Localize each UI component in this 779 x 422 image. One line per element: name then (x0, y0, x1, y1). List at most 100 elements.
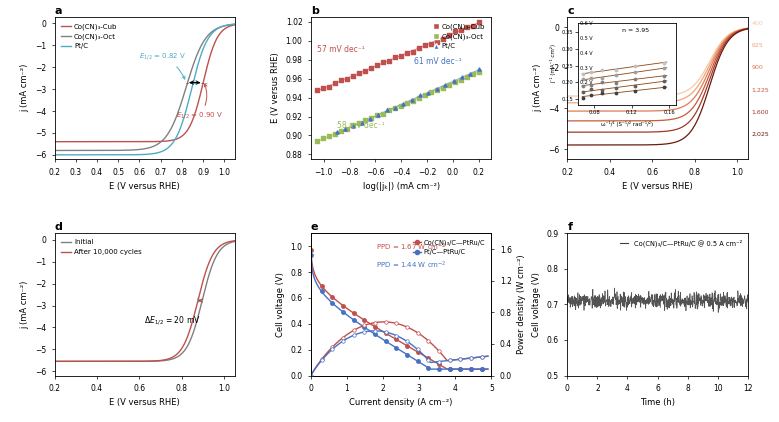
Line: Initial: Initial (55, 241, 235, 361)
Point (460, 73, 473, 80)
Initial (198, 297, 207, 302)
Text: e: e (311, 222, 319, 233)
Point (425, 89, 437, 96)
Text: $E_{1/2}$ = 0.90 V: $E_{1/2}$ = 0.90 V (175, 84, 223, 121)
Point (418, 92, 431, 99)
Point (472, 66, 485, 73)
Point (389, 104, 401, 111)
Text: 58 mV dec⁻¹: 58 mV dec⁻¹ (337, 121, 384, 130)
Point (418, 41, 431, 48)
Point (422, 90, 435, 97)
Legend: Co(CN)₃/C—PtRu/C, Pt/C—PtRu/C: Co(CN)₃/C—PtRu/C, Pt/C—PtRu/C (411, 237, 488, 258)
Point (377, 110, 390, 117)
Point (436, 36, 449, 43)
Text: $E_{1/2}$ = 0.82 V: $E_{1/2}$ = 0.82 V (139, 51, 186, 79)
Point (365, 115, 377, 122)
X-axis label: log(|jₖ|) (mA cm⁻²): log(|jₖ|) (mA cm⁻²) (362, 182, 440, 191)
Point (347, 122, 359, 128)
Point (382, 107, 395, 114)
Y-axis label: Cell voltage (V): Cell voltage (V) (532, 272, 541, 337)
Text: 57 mV dec⁻¹: 57 mV dec⁻¹ (317, 45, 365, 54)
Point (347, 123, 360, 130)
Point (335, 127, 347, 134)
Point (456, 73, 468, 80)
Y-axis label: j (mA cm⁻²): j (mA cm⁻²) (533, 64, 542, 112)
After 10,000 cycles (226, 239, 235, 244)
After 10,000 cycles (231, 238, 240, 243)
Point (467, 71, 479, 78)
Point (460, 24, 473, 30)
Point (377, 59, 390, 66)
Point (364, 115, 376, 122)
Point (436, 84, 449, 91)
Y-axis label: Power density (W cm⁻²): Power density (W cm⁻²) (517, 254, 527, 354)
Initial (136, 359, 146, 364)
Point (382, 58, 395, 65)
Text: 400: 400 (752, 21, 763, 26)
Point (380, 107, 393, 114)
Point (454, 77, 467, 84)
Text: f: f (567, 222, 573, 233)
Text: 1,225: 1,225 (752, 87, 769, 92)
Text: 625: 625 (752, 43, 763, 48)
Point (472, 19, 485, 25)
X-axis label: Current density (A cm⁻²): Current density (A cm⁻²) (350, 398, 453, 408)
Point (449, 28, 461, 35)
Initial (231, 239, 240, 244)
Point (341, 125, 354, 132)
Initial (157, 358, 167, 363)
Point (395, 52, 407, 59)
Point (359, 68, 372, 74)
Y-axis label: Cell voltage (V): Cell voltage (V) (276, 272, 285, 337)
Point (330, 128, 343, 135)
X-axis label: Time (h): Time (h) (640, 398, 675, 408)
Text: PPD = 1.44 W cm$^{-2}$: PPD = 1.44 W cm$^{-2}$ (376, 260, 446, 271)
Point (311, 87, 323, 93)
Text: $\Delta E_{1/2}$ = 20 mV: $\Delta E_{1/2}$ = 20 mV (144, 314, 200, 327)
Point (335, 77, 347, 84)
Point (323, 84, 336, 90)
Y-axis label: E (V versus RHE): E (V versus RHE) (271, 53, 280, 123)
Y-axis label: j (mA cm⁻²): j (mA cm⁻²) (20, 64, 30, 112)
Point (431, 39, 443, 46)
Point (425, 41, 437, 47)
Point (442, 32, 455, 39)
Point (389, 54, 401, 61)
Text: 61 mV dec⁻¹: 61 mV dec⁻¹ (414, 57, 462, 66)
X-axis label: E (V versus RHE): E (V versus RHE) (622, 182, 693, 191)
Point (395, 103, 407, 110)
Legend: Initial, After 10,000 cycles: Initial, After 10,000 cycles (58, 237, 144, 258)
Text: PPD = 1.67 W cm$^{-2}$: PPD = 1.67 W cm$^{-2}$ (376, 242, 446, 253)
Initial (50, 359, 59, 364)
Point (323, 133, 336, 140)
Point (449, 79, 461, 86)
Initial (226, 240, 235, 245)
Point (413, 45, 425, 51)
Point (400, 100, 413, 107)
After 10,000 cycles (136, 359, 145, 364)
Point (400, 49, 413, 56)
Point (359, 117, 372, 124)
Text: a: a (55, 6, 62, 16)
X-axis label: E (V versus RHE): E (V versus RHE) (109, 398, 180, 408)
Point (414, 92, 426, 99)
Line: After 10,000 cycles: After 10,000 cycles (55, 241, 235, 361)
Point (371, 111, 383, 118)
Point (407, 97, 419, 104)
Text: b: b (311, 6, 319, 16)
Point (431, 87, 443, 93)
Y-axis label: j (mA cm⁻²): j (mA cm⁻²) (20, 280, 30, 329)
Point (329, 80, 341, 87)
Point (472, 69, 485, 76)
Point (355, 119, 368, 126)
Legend: Co(CN)₃-Cub, Co(CN)₃-Oct, Pt/C: Co(CN)₃-Cub, Co(CN)₃-Oct, Pt/C (431, 20, 488, 52)
Point (317, 135, 330, 141)
Point (454, 27, 467, 33)
Initial (136, 359, 145, 364)
Initial (147, 359, 157, 364)
Point (311, 138, 323, 145)
Point (341, 76, 354, 82)
Point (447, 78, 460, 84)
Point (371, 62, 383, 69)
Text: d: d (55, 222, 62, 233)
